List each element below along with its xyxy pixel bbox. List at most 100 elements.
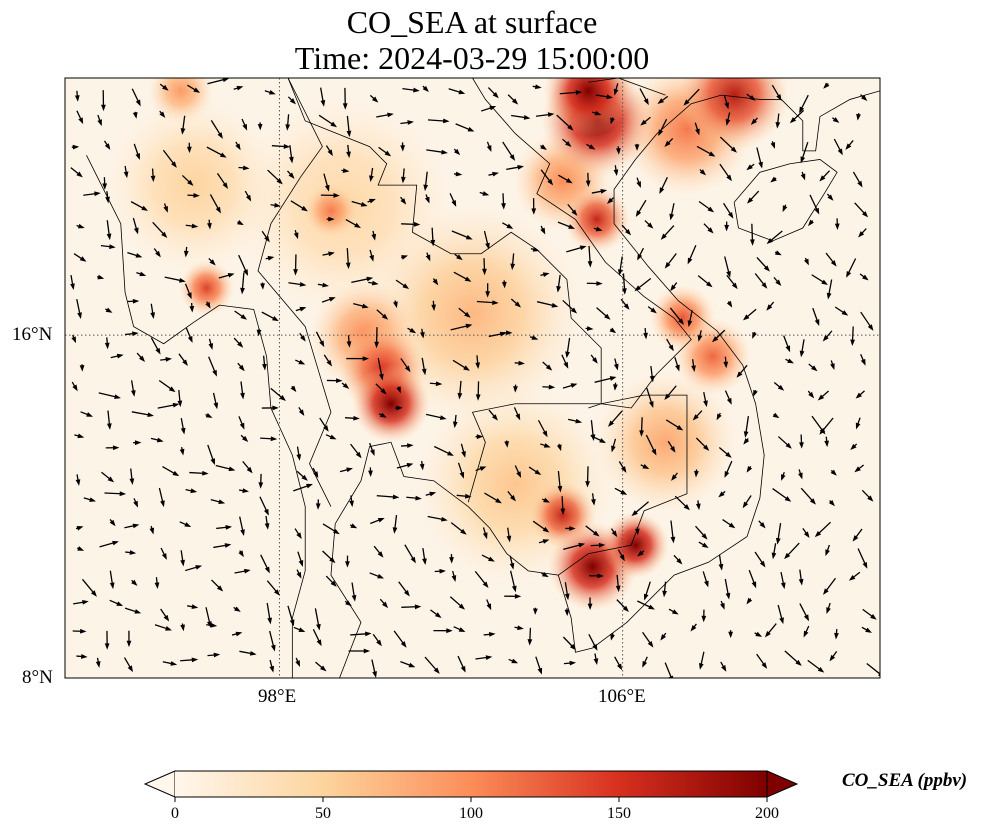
wind-arrow xyxy=(531,198,537,215)
wind-arrow xyxy=(433,628,453,634)
wind-arrow xyxy=(127,251,143,258)
wind-arrow xyxy=(504,440,510,448)
wind-arrow xyxy=(421,357,427,376)
wind-arrow xyxy=(770,141,776,149)
wind-arrow xyxy=(631,501,649,517)
wind-arrow xyxy=(323,354,333,367)
wind-arrow xyxy=(238,550,244,558)
boundary-line xyxy=(472,78,692,409)
wind-arrow xyxy=(697,330,703,342)
wind-arrow xyxy=(293,254,298,276)
wind-arrow xyxy=(450,522,467,535)
wind-arrow xyxy=(644,220,654,229)
wind-arrow xyxy=(346,115,352,138)
wind-arrow xyxy=(368,467,373,477)
wind-arrow xyxy=(76,298,82,319)
wind-arrow xyxy=(209,194,221,214)
wind-arrow xyxy=(234,310,248,320)
wind-arrow xyxy=(746,465,753,473)
wind-arrow xyxy=(235,141,241,151)
wind-arrow xyxy=(351,200,368,207)
wind-arrow xyxy=(451,230,473,240)
wind-arrow xyxy=(586,281,603,286)
wind-arrow xyxy=(105,307,113,313)
wind-arrow xyxy=(667,440,676,453)
wind-arrow xyxy=(76,654,88,659)
wind-arrow xyxy=(785,358,794,364)
wind-arrow xyxy=(257,122,263,131)
wind-arrow xyxy=(184,283,192,300)
wind-arrow xyxy=(501,280,507,289)
wind-arrow xyxy=(325,434,337,440)
wind-arrow xyxy=(799,94,809,114)
wind-arrow xyxy=(475,466,487,472)
wind-arrow xyxy=(231,631,243,637)
colorbar-tick-0: 0 xyxy=(171,805,179,822)
wind-arrow xyxy=(187,84,201,93)
wind-arrow xyxy=(800,141,809,164)
wind-arrow xyxy=(237,362,245,372)
wind-arrow xyxy=(131,88,141,107)
wind-arrow xyxy=(183,246,189,258)
wind-arrow xyxy=(131,579,138,586)
wind-arrow xyxy=(74,90,80,102)
wind-arrow xyxy=(99,540,119,548)
wind-arrow xyxy=(346,144,351,159)
wind-arrow xyxy=(766,301,775,311)
wind-arrow xyxy=(109,519,116,527)
wind-arrow xyxy=(95,657,101,668)
wind-arrow xyxy=(241,118,248,131)
wind-arrow xyxy=(206,146,227,158)
wind-arrow xyxy=(76,110,84,125)
wind-arrow xyxy=(433,445,454,456)
wind-arrow xyxy=(396,462,414,469)
wind-arrow xyxy=(453,171,463,177)
wind-arrow xyxy=(150,168,156,183)
wind-arrow xyxy=(558,174,573,184)
wind-arrow xyxy=(244,190,252,202)
wind-arrow xyxy=(854,464,865,473)
wind-arrow xyxy=(538,539,550,544)
wind-arrow xyxy=(568,418,583,424)
wind-arrow xyxy=(488,171,499,177)
wind-arrow xyxy=(535,112,555,118)
wind-arrow xyxy=(771,543,777,560)
wind-arrow xyxy=(457,655,466,673)
wind-arrow xyxy=(565,526,576,531)
wind-arrow xyxy=(743,416,750,438)
wind-arrow xyxy=(540,225,546,235)
wind-arrow xyxy=(718,554,724,571)
wind-arrow xyxy=(180,550,185,567)
wind-arrow xyxy=(83,191,101,197)
wind-arrow xyxy=(76,546,85,551)
wind-arrow xyxy=(511,114,531,120)
wind-arrow xyxy=(723,202,734,219)
wind-arrow xyxy=(180,417,186,435)
wind-arrow xyxy=(376,494,400,500)
wind-arrow xyxy=(326,216,335,222)
wind-arrow xyxy=(296,470,308,481)
wind-arrow xyxy=(159,83,169,91)
wind-arrow xyxy=(97,114,102,127)
wind-arrow xyxy=(507,491,516,502)
colorbar-label: CO_SEA (ppbv) xyxy=(842,770,968,791)
wind-arrow xyxy=(637,600,655,610)
gridlines xyxy=(65,78,880,679)
wind-arrow xyxy=(665,419,684,431)
wind-arrow xyxy=(814,521,831,538)
wind-arrow xyxy=(687,244,697,265)
wind-arrow xyxy=(207,78,230,85)
wind-arrow xyxy=(70,167,83,178)
wind-arrow xyxy=(457,462,465,479)
wind-arrow xyxy=(483,632,496,637)
wind-arrow xyxy=(593,653,599,665)
wind-arrow xyxy=(285,114,291,131)
hotspot xyxy=(303,182,359,239)
wind-arrow xyxy=(783,335,791,353)
wind-arrow xyxy=(635,199,647,217)
wind-arrow xyxy=(160,357,173,362)
wind-arrow xyxy=(746,93,756,101)
wind-arrow xyxy=(318,114,338,128)
wind-arrow xyxy=(855,390,865,399)
wind-arrow xyxy=(697,275,713,288)
